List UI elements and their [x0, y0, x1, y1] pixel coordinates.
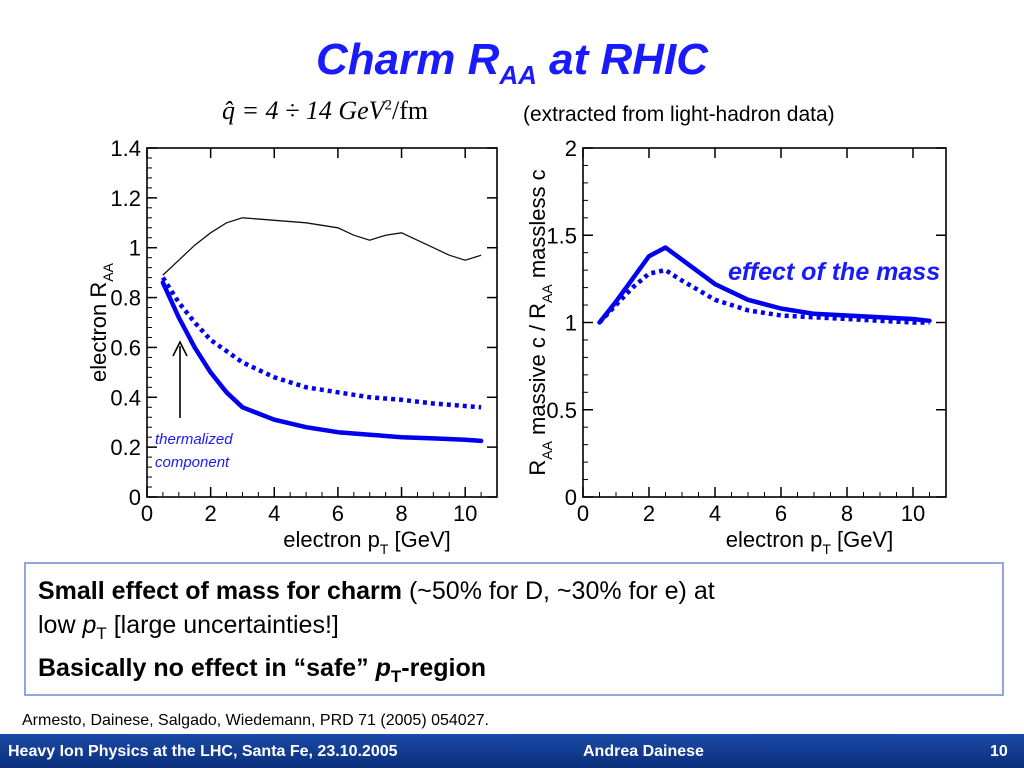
summary-l2rest: [large uncertainties!]	[106, 611, 339, 639]
x-axis-label: electron pT [GeV]	[726, 527, 894, 557]
y-tick-label: 1	[565, 311, 577, 336]
y-tick-label: 0.8	[110, 286, 141, 311]
x-tick-label: 0	[577, 501, 589, 526]
summary-l2a: low	[38, 611, 83, 639]
x-tick-label: 10	[901, 501, 925, 526]
y-axis-label: electron RAA	[86, 262, 116, 382]
y-tick-label: 1.2	[110, 186, 141, 211]
slide-title: Charm RAA at RHIC	[0, 30, 1024, 105]
qhat-formula: q̂ = 4 ÷ 14 GeV2/fm	[222, 96, 428, 126]
reference: Armesto, Dainese, Salgado, Wiedemann, PR…	[22, 712, 489, 729]
formula-exp: 2	[384, 97, 393, 114]
y-tick-label: 0	[129, 485, 141, 510]
series-solid-blue	[160, 280, 484, 444]
title-sub: AA	[499, 59, 537, 90]
y-tick-label: 0.6	[110, 335, 141, 360]
summary-l3sub: T	[390, 667, 402, 686]
series-solid-blue	[597, 245, 932, 325]
summary-l3p: p	[375, 654, 391, 682]
formula-unit: /fm	[392, 96, 429, 125]
summary-l3rest: -region	[401, 654, 487, 682]
footer-left: Heavy Ion Physics at the LHC, Santa Fe, …	[8, 743, 398, 760]
left-chart: 0 2 4 6 8 10 0 0.2 0.4 0.6 0.8 1 1.2 1.4 electron pT […	[86, 136, 498, 557]
y-tick-label: 1.4	[110, 136, 141, 161]
footer-bar: Heavy Ion Physics at the LHC, Santa Fe, …	[0, 734, 1024, 768]
x-tick-label: 10	[453, 501, 477, 526]
x-tick-label: 4	[268, 501, 280, 526]
y-tick-label: 0.2	[110, 435, 141, 460]
y-tick-label: 0.5	[546, 398, 577, 423]
series-dotted-blue	[161, 276, 482, 410]
right-chart: 0 2 4 6 8 10 0 0.5 1 1.5 2 electron pT [GeV] RAA mas…	[525, 136, 947, 557]
series-dotted-blue	[597, 267, 930, 325]
thermal-line1: thermalized	[155, 431, 233, 448]
y-axis-label: RAA massive c / RAA massless c	[525, 169, 555, 475]
summary-box: Small effect of mass for charm (~50% for…	[24, 562, 1004, 696]
x-tick-label: 0	[141, 501, 153, 526]
summary-l2sub: T	[96, 624, 107, 643]
thermal-line2: component	[155, 454, 230, 471]
formula-lhs: q̂ = 4 ÷ 14 GeV	[222, 96, 385, 125]
x-tick-label: 8	[841, 501, 853, 526]
x-tick-label: 2	[643, 501, 655, 526]
thermal-arrowhead	[172, 340, 188, 357]
thermal-label: thermalized component	[155, 428, 233, 474]
summary-bold1: Small effect of mass for charm	[38, 577, 403, 605]
y-tick-label: 1	[129, 236, 141, 261]
title-main: Charm R	[315, 35, 500, 84]
y-tick-label: 0.4	[110, 385, 141, 410]
x-tick-label: 4	[709, 501, 721, 526]
title-tail: at RHIC	[536, 35, 709, 84]
x-tick-label: 8	[395, 501, 407, 526]
summary-line2: low pT [large uncertainties!]	[38, 608, 990, 651]
summary-l2p: p	[82, 611, 97, 639]
x-tick-label: 6	[775, 501, 787, 526]
summary-line3: Basically no effect in “safe” pT-region	[38, 651, 990, 694]
x-axis-label: electron pT [GeV]	[283, 527, 451, 557]
summary-line1: Small effect of mass for charm (~50% for…	[38, 574, 990, 608]
extracted-note: (extracted from light-hadron data)	[523, 103, 835, 126]
summary-l3a: Basically no effect in “safe”	[38, 654, 376, 682]
mass-effect-label: effect of the mass	[728, 258, 941, 286]
x-tick-label: 6	[332, 501, 344, 526]
footer-author: Andrea Dainese	[583, 743, 704, 760]
page-number: 10	[990, 743, 1008, 760]
y-tick-label: 1.5	[546, 223, 577, 248]
y-tick-label: 0	[565, 485, 577, 510]
summary-rest1: (~50% for D, ~30% for e) at	[402, 577, 715, 605]
x-tick-label: 2	[205, 501, 217, 526]
y-tick-label: 2	[565, 136, 577, 161]
series-thin-black	[162, 217, 482, 276]
